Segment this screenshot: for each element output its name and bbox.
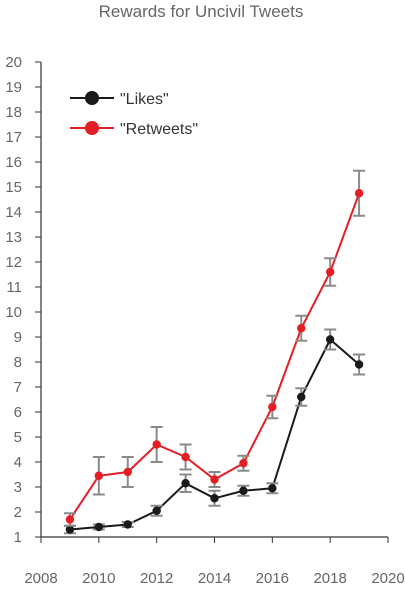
x-tick-label: 2018: [313, 570, 346, 586]
y-tick-label: 20: [5, 54, 22, 71]
plot-area: [64, 171, 365, 534]
data-point: [297, 324, 305, 332]
y-ticks: 1234567891011121314151617181920: [5, 54, 41, 546]
y-tick-label: 17: [5, 129, 22, 146]
data-point: [268, 403, 276, 411]
y-tick-label: 13: [5, 229, 22, 246]
data-point: [95, 523, 103, 531]
x-tick-label: 2014: [198, 570, 231, 586]
data-point: [326, 335, 334, 343]
data-point: [152, 440, 160, 448]
x-tick-label: 2020: [371, 570, 404, 586]
y-tick-label: 10: [5, 304, 22, 321]
chart-title: Rewards for Uncivil Tweets: [99, 2, 304, 21]
y-tick-label: 12: [5, 254, 22, 271]
series-line: [70, 193, 359, 519]
data-point: [66, 515, 74, 523]
legend-marker: [85, 121, 99, 135]
legend-item: "Retweets": [70, 121, 198, 138]
data-point: [326, 268, 334, 276]
data-point: [297, 393, 305, 401]
data-point: [210, 475, 218, 483]
data-point: [95, 472, 103, 480]
data-point: [181, 453, 189, 461]
y-tick-label: 11: [6, 279, 22, 296]
series-likes: [64, 330, 365, 534]
y-tick-label: 7: [14, 379, 22, 396]
y-tick-label: 1: [14, 529, 22, 546]
y-tick-label: 19: [5, 79, 22, 96]
y-tick-label: 15: [5, 179, 22, 196]
legend: "Likes" "Retweets": [70, 91, 198, 138]
x-tick-label: 2012: [140, 570, 173, 586]
y-tick-label: 5: [14, 429, 22, 446]
y-tick-label: 14: [5, 204, 22, 221]
x-tick-label: 2008: [24, 570, 57, 586]
data-point: [239, 487, 247, 495]
data-point: [355, 360, 363, 368]
y-tick-label: 16: [5, 154, 22, 171]
y-tick-label: 3: [14, 479, 22, 496]
y-tick-label: 18: [5, 104, 22, 121]
y-tick-label: 9: [14, 329, 22, 346]
data-point: [124, 520, 132, 528]
y-tick-label: 4: [14, 454, 22, 471]
legend-label: "Likes": [120, 91, 169, 108]
legend-item: "Likes": [70, 91, 169, 108]
y-tick-label: 6: [14, 404, 22, 421]
data-point: [355, 189, 363, 197]
y-tick-label: 2: [14, 504, 22, 521]
series-retweets: [64, 171, 365, 526]
x-ticks: 2008 2010 2012 2014 2016 2018 2020: [24, 537, 404, 586]
x-tick-label: 2016: [256, 570, 289, 586]
data-point: [181, 479, 189, 487]
data-point: [210, 494, 218, 502]
x-tick-label: 2010: [82, 570, 115, 586]
legend-marker: [85, 91, 99, 105]
data-point: [152, 507, 160, 515]
data-point: [124, 468, 132, 476]
data-point: [239, 459, 247, 467]
y-tick-label: 8: [14, 354, 22, 371]
legend-label: "Retweets": [120, 121, 198, 138]
data-point: [268, 484, 276, 492]
